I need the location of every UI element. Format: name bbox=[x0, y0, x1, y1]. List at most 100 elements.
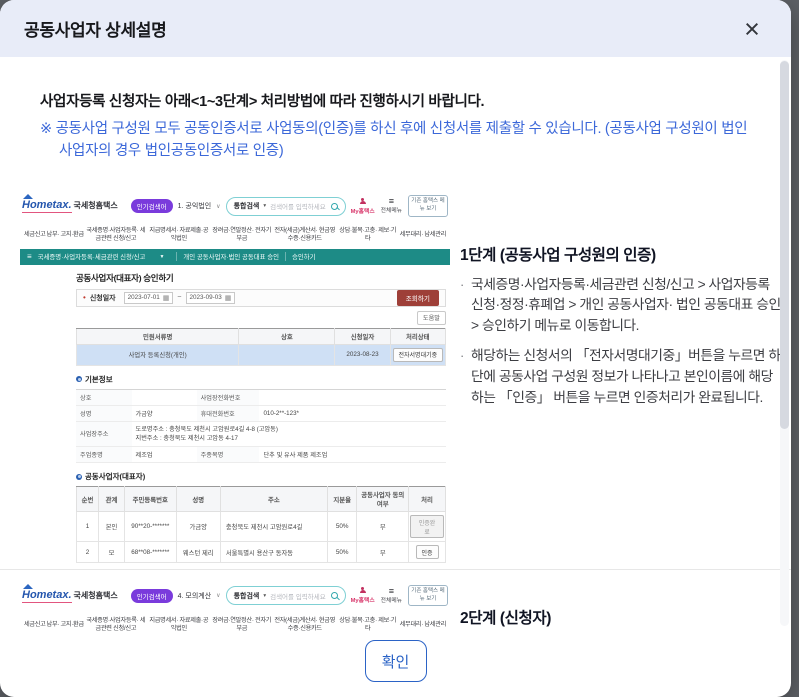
all-menu: ≡ 전체메뉴 bbox=[380, 585, 402, 604]
popular-search-badge: 인기검색어 bbox=[130, 199, 173, 213]
hometax-roof-icon bbox=[23, 194, 33, 199]
hometax-roof-icon bbox=[23, 583, 33, 589]
modal-footer: 확인 bbox=[0, 632, 791, 697]
hometax-logo: Hometax. 국세청홈택스 bbox=[22, 194, 118, 213]
person-icon bbox=[359, 197, 366, 204]
column-header: 주소 bbox=[219, 486, 328, 513]
chevron-down-icon: ▼ bbox=[159, 253, 165, 260]
hamburger-icon: ≡ bbox=[388, 196, 394, 206]
section-dot-icon bbox=[76, 376, 82, 382]
hometax-gnb-bar: ≡ 국세증명·사업자등록·세금관련 신청/신고 ▼ 개인 공동사업자·법인 공동… bbox=[20, 248, 450, 265]
popular-search-badge: 인기검색어 bbox=[130, 588, 173, 603]
divider bbox=[285, 252, 287, 261]
required-dot: • bbox=[83, 293, 86, 302]
date-filter-bar: • 신청일자 2023-07-01 ▦ ~ 2023-09-03 ▦ 조회하기 bbox=[76, 288, 446, 307]
search-icon bbox=[330, 202, 338, 210]
popular-search-term: 1. 공익법인 bbox=[177, 203, 212, 210]
legacy-menu-button: 기존 홈택스 메뉴 보기 bbox=[408, 584, 448, 607]
hometax-logo-subtext: 국세청홈택스 bbox=[73, 201, 118, 210]
modal-title: 공동사업자 상세설명 bbox=[24, 21, 167, 40]
my-hometax-label: My홈택스 bbox=[350, 208, 375, 215]
column-header: 처리상태 bbox=[389, 327, 447, 345]
search-placeholder: 검색어를 입력하세요 bbox=[270, 204, 326, 211]
table-row: 사업자 등록신청(개인) 2023-08-23 전자서명대기중 bbox=[75, 343, 447, 366]
chevron-down-icon: ∨ bbox=[216, 203, 221, 210]
esign-waiting-button: 전자서명대기중 bbox=[392, 347, 444, 362]
notice-blue-line: ※ 공동사업 구성원 모두 공동인증서로 사업동의(인증)를 하신 후에 신청서… bbox=[40, 121, 748, 159]
column-header: 주민등록번호 bbox=[123, 486, 177, 513]
calendar-icon: ▦ bbox=[162, 294, 170, 302]
step1-row: Hometax. 국세청홈택스 인기검색어 1. 공익법인 ∨ 통합검색 ▾ 검… bbox=[0, 190, 791, 571]
column-header: 처리 bbox=[408, 486, 446, 513]
hamburger-icon: ≡ bbox=[388, 585, 394, 596]
hamburger-icon: ≡ bbox=[27, 252, 32, 261]
close-icon[interactable]: × bbox=[737, 14, 767, 44]
column-header: 성명 bbox=[175, 486, 221, 513]
chevron-down-icon: ▾ bbox=[263, 592, 267, 599]
hometax-logo-text: Hometax. bbox=[22, 199, 72, 213]
hometax-menu-row: 세금신고 납부· 고지·환급 국세증명·사업자등록· 세금관련 신청/신고 지급… bbox=[24, 616, 446, 632]
popular-search-term: 4. 모의계산 bbox=[177, 592, 212, 600]
notice-block: 사업자등록 신청자는 아래<1~3단계> 처리방법에 따라 진행하시기 바랍니다… bbox=[0, 57, 791, 163]
auth-done-button: 인증완료 bbox=[410, 515, 444, 539]
table-row: 1 본인 90**20-******* 가금양 충청북도 제천시 고암원로4길 … bbox=[75, 511, 446, 543]
legacy-menu-button: 기존 홈택스 메뉴 보기 bbox=[408, 195, 448, 217]
search-icon bbox=[330, 592, 338, 600]
all-menu-label: 전체메뉴 bbox=[380, 208, 402, 214]
menu-item: 납부· 고지·환급 bbox=[46, 230, 85, 238]
confirm-button[interactable]: 확인 bbox=[364, 640, 427, 682]
table-row: 2 모 68**08-******* 웨스턴 제리 서울특별시 용산구 동자동 … bbox=[75, 541, 446, 564]
filter-label: 신청일자 bbox=[89, 294, 116, 302]
column-header: 민원서류명 bbox=[75, 327, 240, 345]
auth-button: 인증 bbox=[415, 545, 439, 560]
basic-info-section-title: 기본정보 bbox=[76, 374, 446, 385]
step2-row: Hometax. 국세청홈택스 인기검색어 4. 모의계산 ∨ 통합검색 ▾ 검… bbox=[0, 570, 791, 632]
search-bar: 통합검색 ▾ 검색어를 입력하세요 bbox=[225, 196, 346, 216]
screenshot-step1-image: Hometax. 국세청홈택스 인기검색어 1. 공익법인 ∨ 통합검색 ▾ 검… bbox=[20, 190, 450, 564]
bullet-icon: · bbox=[460, 348, 464, 364]
modal-scroll-area: 사업자등록 신청자는 아래<1~3단계> 처리방법에 따라 진행하시기 바랍니다… bbox=[0, 57, 791, 632]
screenshot1-content: 공동사업자(대표자) 승인하기 • 신청일자 2023-07-01 ▦ ~ 202… bbox=[20, 265, 450, 564]
menu-item: 전자(세금)계산서· 현금영수증·신용카드 bbox=[274, 226, 336, 242]
column-header: 순번 bbox=[75, 486, 100, 513]
query-button: 조회하기 bbox=[396, 289, 439, 306]
screenshot-step2-image: Hometax. 국세청홈택스 인기검색어 4. 모의계산 ∨ 통합검색 ▾ 검… bbox=[20, 580, 450, 632]
search-category: 통합검색 bbox=[233, 203, 260, 210]
my-hometax: My홈택스 bbox=[351, 587, 375, 604]
search-bar: 통합검색 ▾ 검색어를 입력하세요 bbox=[225, 586, 346, 606]
menu-item: 지급명세서· 자료제출·공익법인 bbox=[149, 226, 209, 242]
date-to-input: 2023-09-03 ▦ bbox=[185, 291, 236, 304]
my-hometax: My홈택스 bbox=[350, 197, 375, 215]
hometax-utility: My홈택스 ≡ 전체메뉴 기존 홈택스 메뉴 보기 bbox=[350, 195, 448, 217]
menu-item: 세금신고 bbox=[24, 230, 46, 238]
person-icon bbox=[359, 587, 366, 594]
menu-item: 장려금·연말정산· 전자기부금 bbox=[212, 226, 272, 242]
column-header: 관계 bbox=[98, 486, 125, 513]
column-header: 상호 bbox=[238, 327, 336, 345]
chevron-down-icon: ▾ bbox=[263, 203, 267, 209]
date-from-input: 2023-07-01 ▦ bbox=[123, 291, 174, 304]
column-header: 신청일자 bbox=[334, 327, 391, 345]
hometax-utility: My홈택스 ≡ 전체메뉴 기존 홈택스 메뉴 보기 bbox=[351, 584, 448, 607]
section-dot-icon bbox=[76, 473, 82, 480]
bullet-icon: · bbox=[460, 276, 464, 292]
column-header: 공동사업자 동의여부 bbox=[356, 486, 410, 513]
gnb-current: 승인하기 bbox=[292, 254, 316, 261]
step1-title: 1단계 (공동사업 구성원의 인증) bbox=[460, 246, 656, 264]
hometax-logo: Hometax. 국세청홈택스 bbox=[22, 583, 118, 603]
hometax-menu-row: 세금신고 납부· 고지·환급 국세증명·사업자등록· 세금관련 신청/신고 지급… bbox=[20, 222, 450, 249]
divider bbox=[176, 252, 178, 261]
step1-bullet-1: 국세증명·사업자등록·세금관련 신청/신고 > 사업자등록 신청·정정·휴폐업 … bbox=[471, 276, 781, 334]
menu-item: 국세증명·사업자등록· 세금관련 신청/신고 bbox=[86, 226, 146, 242]
basic-info-table: 상호 사업장전화번호 성명 가금양 휴대전화번호 010-2**-123* bbox=[76, 388, 446, 464]
page-title: 공동사업자(대표자) 승인하기 bbox=[76, 272, 174, 283]
menu-item: 상담·불복·고충· 제보·기타 bbox=[339, 226, 397, 242]
scrollbar-thumb[interactable] bbox=[780, 61, 789, 429]
step2-description: 2단계 (신청자) · 인증처리가 모두 완료되면 [저장내역 보기] 메뉴로 … bbox=[460, 580, 782, 632]
gnb-submenu: 개인 공동사업자·법인 공동대표 승인 bbox=[183, 254, 280, 261]
menu-item: 세무대리· 납세관리 bbox=[399, 230, 447, 238]
application-list-table: 민원서류명 상호 신청일자 처리상태 사업자 등록신청(개인) 2023-08-… bbox=[75, 327, 447, 366]
gnb-menu: 국세증명·사업자등록·세금관련 신청/신고 bbox=[37, 254, 146, 261]
step2-title: 2단계 (신청자) bbox=[460, 610, 551, 628]
